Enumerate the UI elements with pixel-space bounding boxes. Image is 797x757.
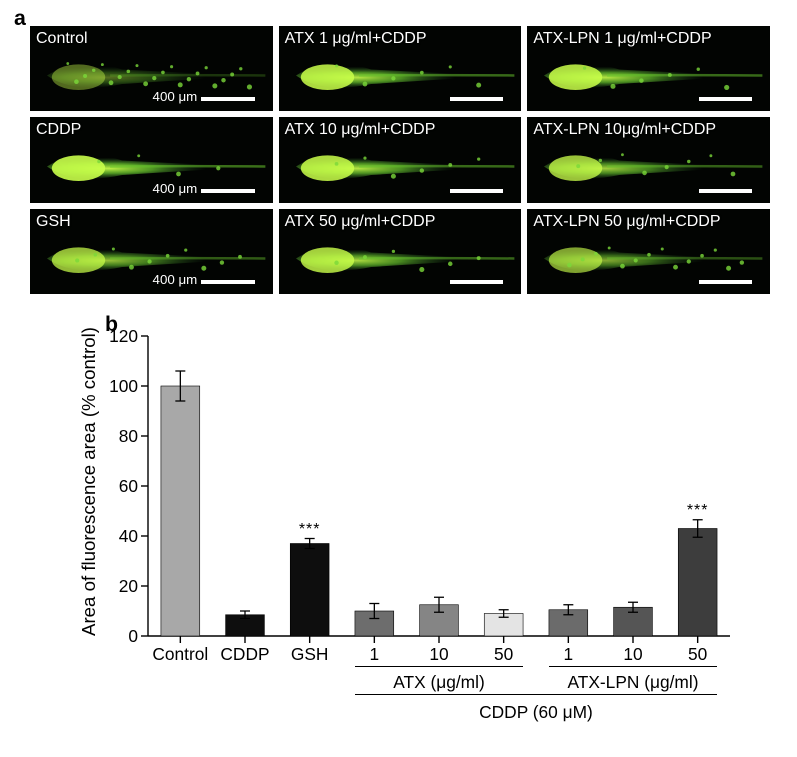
- scale-bar: [699, 189, 752, 193]
- y-tick-label: 40: [104, 526, 138, 547]
- scale-bar: [201, 97, 254, 101]
- micrograph-label: CDDP: [36, 121, 81, 139]
- micrograph-cell: ATX-LPN 1 μg/ml+CDDP: [527, 26, 770, 111]
- x-tick-label: 1: [342, 644, 407, 665]
- scale-bar-label: 400 μm: [153, 89, 198, 104]
- micrograph-label: ATX-LPN 1 μg/ml+CDDP: [533, 30, 711, 48]
- scale-bar: [699, 280, 752, 284]
- x-tick-label: 1: [536, 644, 601, 665]
- bar-chart: [148, 336, 730, 636]
- y-axis-label: Area of fluorescence area (% control): [78, 336, 100, 636]
- micrograph-label: ATX-LPN 50 μg/ml+CDDP: [533, 213, 720, 231]
- micrograph-label: ATX-LPN 10μg/ml+CDDP: [533, 121, 716, 139]
- x-tick-label: 10: [601, 644, 666, 665]
- micrograph-cell: ATX 10 μg/ml+CDDP: [279, 117, 522, 202]
- x-tick-label: 50: [665, 644, 730, 665]
- y-tick-label: 100: [104, 376, 138, 397]
- y-tick-label: 60: [104, 476, 138, 497]
- y-tick-label: 20: [104, 576, 138, 597]
- scale-bar: [450, 280, 503, 284]
- bar: [290, 544, 329, 637]
- group-label: ATX-LPN (μg/ml): [549, 672, 717, 693]
- significance-marker: ***: [290, 521, 330, 539]
- scale-bar-label: 400 μm: [153, 181, 198, 196]
- micrograph-label: ATX 10 μg/ml+CDDP: [285, 121, 436, 139]
- x-tick-label: 50: [471, 644, 536, 665]
- y-tick-label: 0: [104, 626, 138, 647]
- significance-marker: ***: [678, 502, 718, 520]
- x-tick-label: GSH: [277, 644, 342, 665]
- scale-bar: [450, 97, 503, 101]
- panel-a-label: a: [14, 6, 26, 31]
- micrograph-label: Control: [36, 30, 88, 48]
- x-tick-label: 10: [407, 644, 472, 665]
- micrograph-cell: ATX-LPN 10μg/ml+CDDP: [527, 117, 770, 202]
- y-tick-label: 80: [104, 426, 138, 447]
- micrograph-cell: CDDP 400 μm: [30, 117, 273, 202]
- micrograph-cell: Control 400 μm: [30, 26, 273, 111]
- scale-bar-label: 400 μm: [153, 272, 198, 287]
- micrograph-label: ATX 50 μg/ml+CDDP: [285, 213, 436, 231]
- outer-group-underline: [355, 694, 717, 695]
- group-label: ATX (μg/ml): [355, 672, 523, 693]
- bar: [678, 529, 717, 637]
- y-tick-label: 120: [104, 326, 138, 347]
- outer-group-label: CDDP (60 μM): [355, 702, 717, 723]
- micrograph-label: GSH: [36, 213, 71, 231]
- micrograph-cell: ATX 1 μg/ml+CDDP: [279, 26, 522, 111]
- bar: [161, 386, 200, 636]
- group-underline: [355, 666, 523, 667]
- x-tick-label: CDDP: [213, 644, 278, 665]
- micrograph-cell: ATX 50 μg/ml+CDDP: [279, 209, 522, 294]
- micrograph-cell: GSH 400 μm: [30, 209, 273, 294]
- micrograph-label: ATX 1 μg/ml+CDDP: [285, 30, 427, 48]
- micrograph-cell: ATX-LPN 50 μg/ml+CDDP: [527, 209, 770, 294]
- bar-chart-svg: [148, 336, 730, 636]
- scale-bar: [201, 189, 254, 193]
- micrograph-grid: Control 400 μm ATX 1 μg/ml+CDDP ATX-LPN 1…: [30, 26, 770, 294]
- x-tick-label: Control: [148, 644, 213, 665]
- scale-bar: [699, 97, 752, 101]
- scale-bar: [201, 280, 254, 284]
- group-underline: [549, 666, 717, 667]
- scale-bar: [450, 189, 503, 193]
